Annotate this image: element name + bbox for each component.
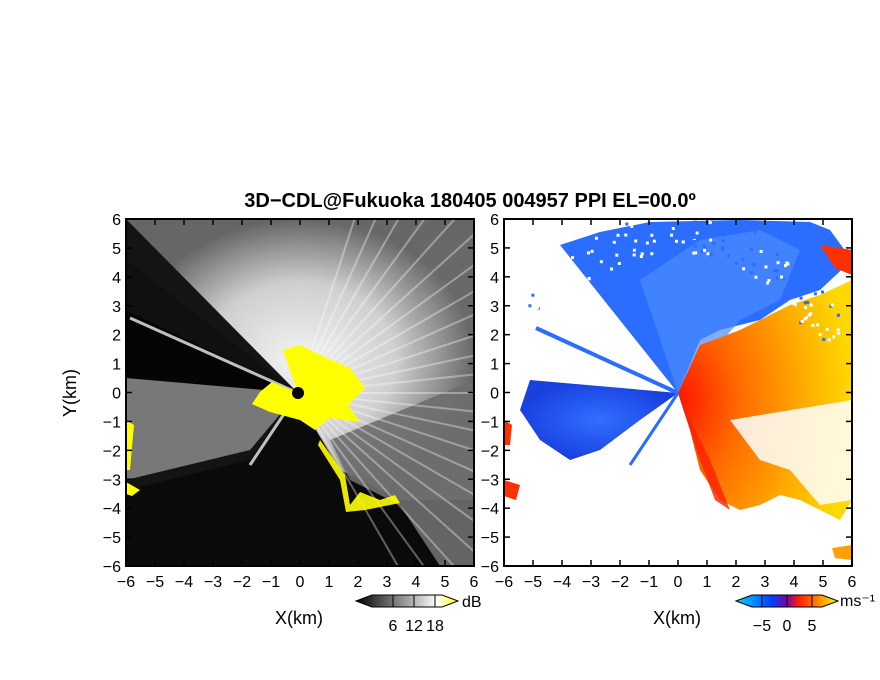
- x-tick-label: −4: [175, 574, 193, 591]
- y-tick-label: 3: [490, 299, 499, 316]
- x-tick-label: −4: [553, 574, 571, 591]
- x-tick-label: −5: [524, 574, 542, 591]
- x-axis-label: X(km): [275, 608, 323, 628]
- x-tick-label: 3: [761, 574, 770, 591]
- y-tick-label: 2: [490, 328, 499, 345]
- velocity-field: [504, 219, 852, 566]
- y-tick-label: 0: [112, 386, 121, 403]
- west-fan: [520, 380, 678, 460]
- x-tick-label: 2: [732, 574, 741, 591]
- y-tick-label: −5: [103, 530, 121, 547]
- reflectivity-colorbar: 6 12 18 dB: [354, 594, 482, 635]
- y-tick-label: −5: [481, 530, 499, 547]
- y-tick-label: −6: [481, 559, 499, 576]
- x-tick-label: 0: [296, 574, 305, 591]
- x-tick-label: −6: [495, 574, 513, 591]
- colorbar-tick-label: 5: [808, 618, 817, 635]
- colorbar-tick-label: 0: [783, 618, 792, 635]
- colorbar-tick-label: −5: [753, 618, 771, 635]
- y-tick-label: 5: [490, 241, 499, 258]
- chart-title: 3D−CDL@Fukuoka 180405 004957 PPI EL=00.0…: [244, 190, 696, 212]
- x-tick-label: 1: [325, 574, 334, 591]
- x-axis-label: X(km): [653, 608, 701, 628]
- x-tick-label: −5: [146, 574, 164, 591]
- x-tick-label: −3: [582, 574, 600, 591]
- x-tick-label: −2: [611, 574, 629, 591]
- spoke-line: [628, 392, 680, 466]
- spoke-line: [129, 316, 299, 395]
- y-tick-label: 4: [490, 270, 499, 287]
- x-tick-label: 6: [848, 574, 857, 591]
- tick-marks: −6 −5 −4 −3 −2 −1 0 1 2 3 4 5 6 6 5 4 3 2 1 0 −1 −2 −3 −4 −5 −6: [481, 212, 857, 591]
- reflectivity-field: [126, 219, 474, 566]
- x-tick-label: 2: [354, 574, 363, 591]
- y-tick-label: −1: [103, 414, 121, 431]
- y-tick-label: 0: [490, 386, 499, 403]
- x-tick-label: −1: [262, 574, 280, 591]
- x-tick-label: −3: [204, 574, 222, 591]
- x-tick-label: −1: [640, 574, 658, 591]
- y-tick-label: 6: [490, 212, 499, 229]
- y-tick-label: −3: [103, 472, 121, 489]
- x-tick-label: 4: [790, 574, 799, 591]
- y-tick-label: 1: [490, 357, 499, 374]
- x-tick-label: 0: [674, 574, 683, 591]
- velocity-colorbar: −5 0 5 ms⁻¹: [734, 593, 875, 635]
- colorbar-tick-label: 6: [389, 618, 398, 635]
- x-tick-label: 4: [412, 574, 421, 591]
- x-tick-label: −2: [233, 574, 251, 591]
- colorbar-tick-label: 12: [405, 618, 423, 635]
- y-tick-label: 5: [112, 241, 121, 258]
- x-tick-label: 5: [819, 574, 828, 591]
- y-tick-label: 2: [112, 328, 121, 345]
- near-echo: [252, 345, 365, 430]
- y-tick-label: −4: [103, 501, 121, 518]
- y-tick-label: 6: [112, 212, 121, 229]
- x-tick-label: 5: [441, 574, 450, 591]
- tick-marks: −6 −5 −4 −3 −2 −1 0 1 2 3 4 5 6 6 5 4 3 2 1 0 −1 −2 −3 −4 −5 −6: [103, 212, 479, 591]
- y-axis-label: Y(km): [60, 369, 80, 417]
- y-tick-label: −2: [103, 443, 121, 460]
- x-tick-label: 3: [383, 574, 392, 591]
- colorbar-tick-label: 18: [426, 618, 444, 635]
- colorbar-unit: ms⁻¹: [840, 593, 875, 610]
- y-tick-label: −2: [481, 443, 499, 460]
- y-tick-label: −4: [481, 501, 499, 518]
- y-tick-label: −3: [481, 472, 499, 489]
- x-tick-label: 1: [703, 574, 712, 591]
- reflectivity-panel: −6 −5 −4 −3 −2 −1 0 1 2 3 4 5 6 6 5 4 3 2 1 0 −1 −2 −3 −4 −5 −6: [103, 212, 479, 591]
- y-tick-label: −1: [481, 414, 499, 431]
- spoke-line: [535, 326, 679, 395]
- x-tick-label: −6: [117, 574, 135, 591]
- y-tick-label: 4: [112, 270, 121, 287]
- y-tick-label: −6: [103, 559, 121, 576]
- y-tick-label: 3: [112, 299, 121, 316]
- y-tick-label: 1: [112, 357, 121, 374]
- velocity-panel: −6 −5 −4 −3 −2 −1 0 1 2 3 4 5 6 6 5 4 3 2 1 0 −1 −2 −3 −4 −5 −6: [481, 212, 857, 591]
- x-tick-label: 6: [470, 574, 479, 591]
- colorbar-unit: dB: [462, 594, 482, 611]
